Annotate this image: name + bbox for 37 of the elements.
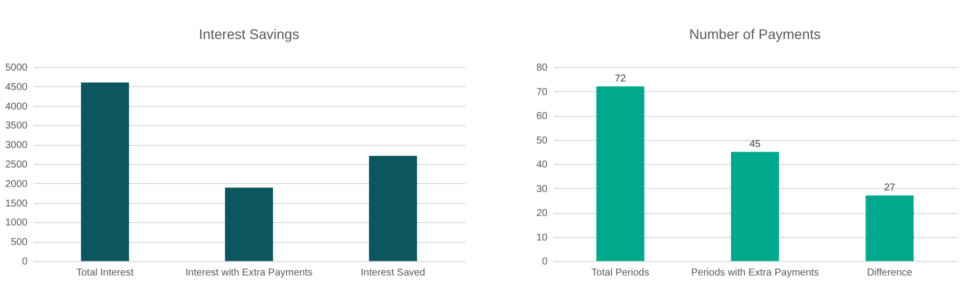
data-label: 45 (749, 138, 761, 150)
y-tick-label: 60 (536, 111, 548, 122)
bar (866, 196, 914, 261)
bar (81, 82, 129, 261)
y-tick-label: 4500 (5, 82, 28, 93)
y-tick-label: 500 (10, 237, 28, 248)
bar (225, 188, 273, 261)
data-label: 27 (884, 182, 896, 194)
y-tick-label: 1000 (5, 218, 28, 229)
y-tick-label: 1500 (5, 198, 28, 210)
bar (369, 156, 417, 261)
x-tick-label: Periods with Extra Payments (691, 268, 819, 278)
x-tick-label: Total Periods (591, 268, 650, 278)
bar (596, 86, 644, 261)
bar (731, 152, 779, 261)
y-tick-label: 70 (536, 86, 548, 98)
x-tick-label: Interest Saved (360, 268, 426, 278)
y-tick-label: 2500 (5, 160, 28, 170)
y-tick-label: 5000 (5, 62, 28, 74)
y-tick-label: 20 (536, 208, 548, 219)
y-tick-label: 0 (22, 256, 28, 268)
y-tick-label: 0 (542, 256, 548, 268)
chart-title: Interest Savings (198, 26, 300, 42)
y-tick-label: 40 (536, 160, 548, 170)
chart-title: Number of Payments (689, 26, 821, 42)
y-tick-label: 30 (536, 184, 548, 195)
y-tick-label: 80 (536, 62, 548, 74)
x-tick-label: Difference (866, 268, 913, 278)
y-tick-label: 2000 (5, 178, 28, 190)
y-tick-label: 3000 (5, 140, 28, 152)
data-label: 72 (614, 73, 626, 84)
y-tick-label: 50 (536, 135, 548, 146)
y-tick-label: 4000 (5, 101, 28, 112)
x-tick-label: Interest with Extra Payments (185, 268, 313, 278)
x-tick-label: Total Interest (76, 268, 134, 278)
y-tick-label: 10 (536, 232, 548, 244)
y-tick-label: 3500 (5, 120, 28, 132)
